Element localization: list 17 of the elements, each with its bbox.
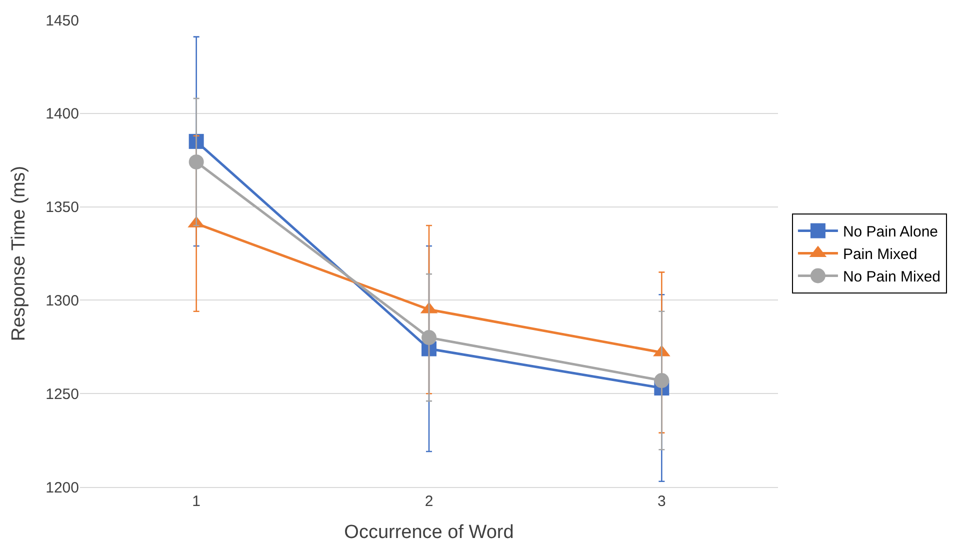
point bbox=[188, 154, 204, 170]
legend-label: Pain Mixed bbox=[842, 246, 918, 264]
y-tick-label: 1300 bbox=[46, 292, 79, 310]
y-tick-label: 1350 bbox=[46, 199, 79, 216]
x-tick-label: 3 bbox=[658, 493, 666, 510]
legend-label: No Pain Alone bbox=[842, 224, 938, 241]
y-tick-label: 1200 bbox=[46, 479, 79, 496]
y-tick-label: 1400 bbox=[46, 106, 79, 123]
x-axis-title: Occurrence of Word bbox=[344, 522, 514, 543]
x-tick-label: 2 bbox=[424, 493, 434, 510]
x-tick-label: 1 bbox=[192, 493, 200, 510]
y-axis-title: Response Time (ms) bbox=[8, 166, 30, 342]
y-tick-label: 1450 bbox=[46, 12, 79, 30]
y-tick-label: 1250 bbox=[46, 386, 79, 403]
legend-label: No Pain Mixed bbox=[842, 268, 941, 286]
point bbox=[422, 330, 436, 346]
point bbox=[654, 373, 670, 388]
